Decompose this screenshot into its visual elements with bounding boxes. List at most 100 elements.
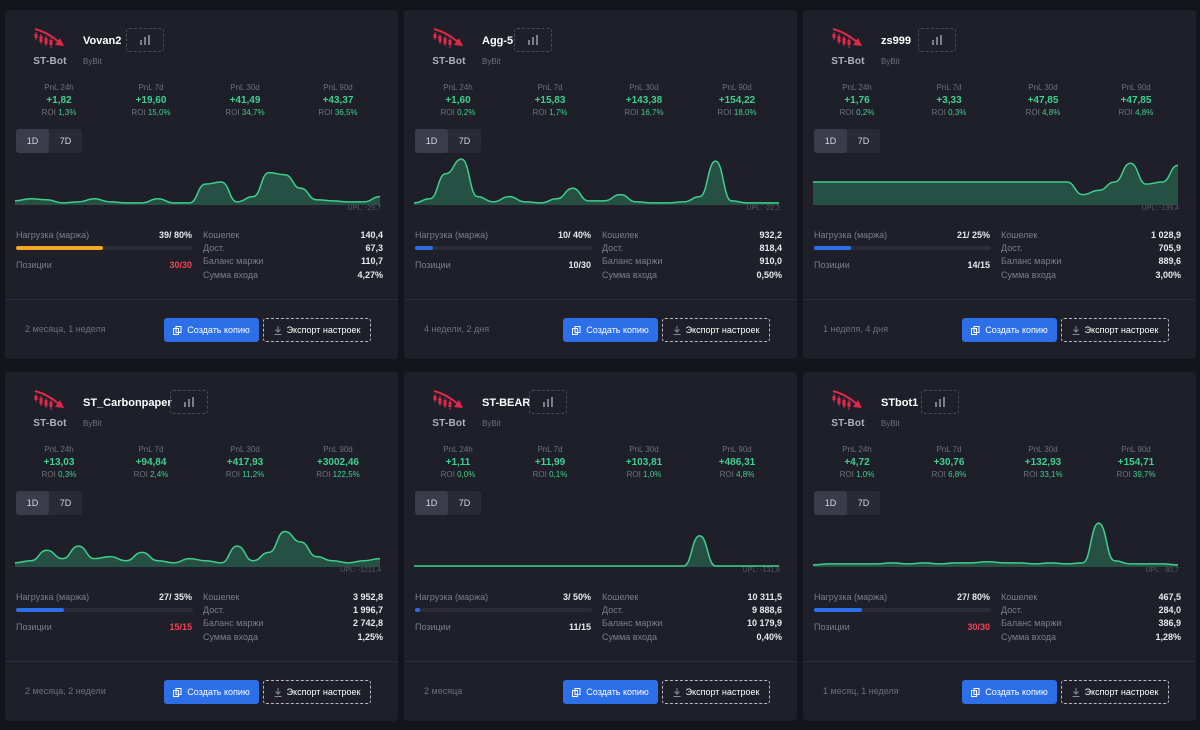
tab-1d[interactable]: 1D <box>814 129 847 153</box>
tab-1d[interactable]: 1D <box>16 491 49 515</box>
download-icon <box>673 325 681 335</box>
bot-name[interactable]: zs999 <box>881 35 911 47</box>
pnl-90d-value: +154,22 <box>718 95 756 106</box>
tab-1d[interactable]: 1D <box>415 491 448 515</box>
export-settings-label: Экспорт настроек <box>1084 325 1159 335</box>
entry-sum-label: Сумма входа <box>602 632 658 642</box>
create-copy-label: Создать копию <box>586 687 649 697</box>
stats-chart-button[interactable] <box>514 28 552 52</box>
bot-age: 4 недели, 2 дня <box>424 324 490 334</box>
entry-sum-value: 0,50% <box>756 270 782 280</box>
available-value: 67,3 <box>365 243 383 253</box>
bot-name[interactable]: ST-BEAR <box>482 397 531 409</box>
pnl-90d-label: PnL 90d <box>722 445 752 454</box>
st-bot-logo-text: ST-Bot <box>432 56 466 67</box>
st-bot-logo-icon <box>433 390 463 410</box>
create-copy-button[interactable]: Создать копию <box>563 318 658 342</box>
bot-name[interactable]: Agg-5 <box>482 35 514 47</box>
tab-7d[interactable]: 7D <box>458 136 471 146</box>
roi-30d: ROI 1,0% <box>604 470 684 479</box>
card-divider <box>404 299 797 300</box>
pnl-24h-value: +4,72 <box>844 457 870 468</box>
pnl-30d-label: PnL 30d <box>230 445 260 454</box>
export-settings-button[interactable]: Экспорт настроек <box>1061 680 1169 704</box>
copy-icon <box>173 687 182 697</box>
bot-name[interactable]: Vovan2 <box>83 35 122 47</box>
stats-chart-button[interactable] <box>170 390 208 414</box>
pnl-line <box>414 158 779 204</box>
positions-value: 30/30 <box>967 622 990 632</box>
stats-chart-button[interactable] <box>529 390 567 414</box>
pnl-90d: PnL 90d +3002,46 ROI 122,5% <box>298 445 378 479</box>
export-settings-button[interactable]: Экспорт настроек <box>263 318 371 342</box>
bot-name[interactable]: STbot1 <box>881 397 919 409</box>
tab-7d[interactable]: 7D <box>59 136 72 146</box>
export-settings-button[interactable]: Экспорт настроек <box>662 318 770 342</box>
export-settings-button[interactable]: Экспорт настроек <box>1061 318 1169 342</box>
pnl-7d: PnL 7d +11,99 ROI 0,1% <box>510 445 590 479</box>
margin-balance-label: Баланс маржи <box>602 256 663 266</box>
wallet-value: 10 311,5 <box>747 592 782 602</box>
create-copy-button[interactable]: Создать копию <box>164 680 259 704</box>
pnl-7d-value: +19,60 <box>135 95 167 106</box>
upl-value: UPL: -1211,4 <box>340 567 381 574</box>
wallet-value: 932,2 <box>759 230 782 240</box>
available-value: 705,9 <box>1158 243 1181 253</box>
pnl-7d-value: +30,76 <box>933 457 965 468</box>
roi-label: ROI <box>532 108 547 117</box>
roi-90d-value: 122,5% <box>332 470 360 479</box>
bot-age: 2 месяца <box>424 686 463 696</box>
pnl-area-fill <box>813 523 1178 567</box>
tab-7d[interactable]: 7D <box>59 498 72 508</box>
create-copy-button[interactable]: Создать копию <box>962 318 1057 342</box>
tab-7d[interactable]: 7D <box>458 498 471 508</box>
pnl-90d-label: PnL 90d <box>323 445 353 454</box>
timeframe-toggle: 1D 7D <box>814 129 880 153</box>
roi-30d: ROI 4,8% <box>1003 108 1083 117</box>
tab-7d[interactable]: 7D <box>857 136 870 146</box>
bot-name[interactable]: ST_Carbonpaper <box>83 397 172 409</box>
pnl-line <box>414 534 779 567</box>
available-label: Дост. <box>602 605 624 615</box>
stats-chart-button[interactable] <box>918 28 956 52</box>
download-icon <box>274 325 282 335</box>
download-icon <box>1072 687 1080 697</box>
exchange-name: ByBit <box>482 419 501 428</box>
roi-label: ROI <box>839 108 854 117</box>
export-settings-button[interactable]: Экспорт настроек <box>662 680 770 704</box>
margin-balance-value: 910,0 <box>759 256 782 266</box>
roi-label: ROI <box>41 108 56 117</box>
create-copy-button[interactable]: Создать копию <box>164 318 259 342</box>
st-bot-logo-icon <box>433 28 463 48</box>
wallet-label: Кошелек <box>203 230 240 240</box>
st-bot-logo-icon <box>34 28 64 48</box>
bot-age: 1 неделя, 4 дня <box>823 324 888 334</box>
copy-icon <box>971 325 980 335</box>
create-copy-button[interactable]: Создать копию <box>962 680 1057 704</box>
create-copy-button[interactable]: Создать копию <box>563 680 658 704</box>
download-icon <box>673 687 681 697</box>
export-settings-label: Экспорт настроек <box>286 325 361 335</box>
margin-balance-value: 110,7 <box>360 256 383 266</box>
tab-1d[interactable]: 1D <box>814 491 847 515</box>
roi-90d: ROI 4,8% <box>697 470 777 479</box>
pnl-area-chart <box>813 522 1178 567</box>
card-divider <box>5 299 398 300</box>
tab-1d[interactable]: 1D <box>16 129 49 153</box>
stats-chart-button[interactable] <box>126 28 164 52</box>
pnl-30d: PnL 30d +417,93 ROI 11,2% <box>205 445 285 479</box>
tab-1d[interactable]: 1D <box>415 129 448 153</box>
st-bot-logo-text: ST-Bot <box>33 56 67 67</box>
load-progress-bar <box>415 246 592 250</box>
entry-sum-value: 1,25% <box>357 632 383 642</box>
load-progress-fill <box>814 246 852 250</box>
export-settings-button[interactable]: Экспорт настроек <box>263 680 371 704</box>
tab-7d[interactable]: 7D <box>857 498 870 508</box>
roi-30d-value: 34,7% <box>241 108 265 117</box>
stats-chart-button[interactable] <box>921 390 959 414</box>
positions-value: 10/30 <box>568 260 591 270</box>
pnl-90d-label: PnL 90d <box>1121 445 1151 454</box>
pnl-7d-label: PnL 7d <box>936 83 962 92</box>
bot-card-1: ST-Bot Vovan2 ByBit PnL 24h +1,82 ROI 1,… <box>5 10 398 359</box>
bar-chart-icon <box>935 397 945 407</box>
